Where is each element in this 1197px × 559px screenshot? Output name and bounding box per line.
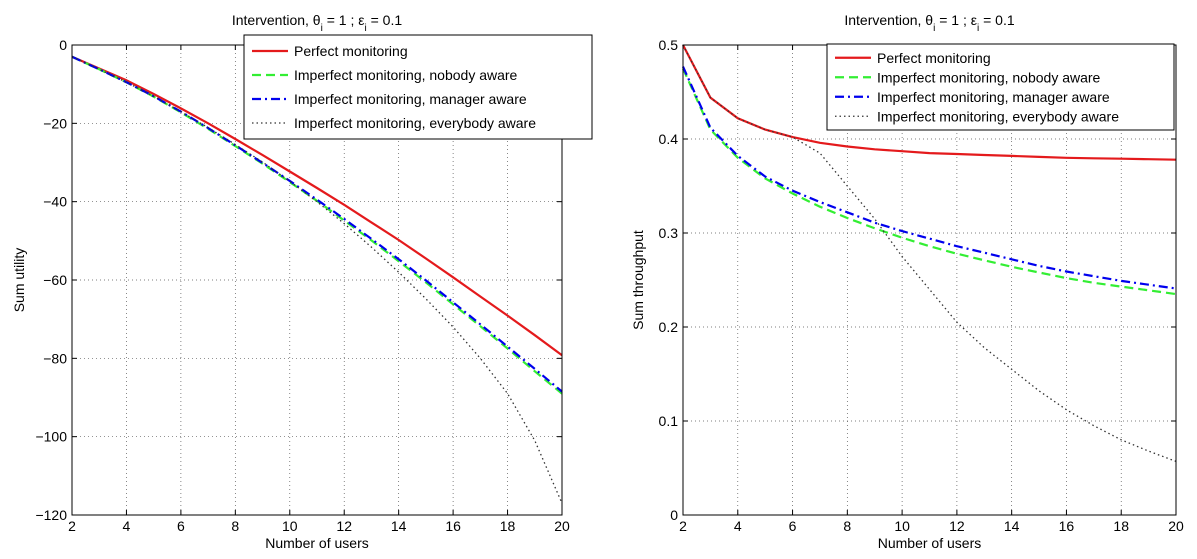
legend: Perfect monitoring Imperfect monitoring, … <box>826 43 1175 131</box>
y-tick-label: −120 <box>35 507 67 523</box>
y-tick-label: −60 <box>43 272 67 288</box>
y-axis-label: Sum utility <box>11 248 27 313</box>
series-line-3 <box>681 66 1177 290</box>
legend-label-3: Imperfect monitoring, manager aware <box>877 89 1110 105</box>
x-tick-label: 14 <box>1004 518 1020 534</box>
series-line-1 <box>682 44 1177 161</box>
x-tick-label: 20 <box>1168 518 1184 534</box>
x-tick-label: 8 <box>843 518 851 534</box>
y-tick-label: 0 <box>670 507 678 523</box>
chart-1: 2 4 6 8 10 12 14 16 18 20 0 −20 −40 −60 −80 −100 −120 Num… <box>11 12 593 551</box>
y-tick-label: 0.1 <box>659 413 679 429</box>
legend-label-4: Imperfect monitoring, everybody aware <box>877 108 1119 124</box>
x-tick-label: 10 <box>894 518 910 534</box>
x-tick-label: 12 <box>949 518 965 534</box>
legend-label-4: Imperfect monitoring, everybody aware <box>294 115 536 131</box>
series-line-2 <box>681 68 1177 296</box>
x-tick-label: 16 <box>1059 518 1075 534</box>
legend-label-1: Perfect monitoring <box>877 50 991 66</box>
x-tick-label: 8 <box>231 518 239 534</box>
chart-2: 2 4 6 8 10 12 14 16 18 20 0 0.1 0.2 0.3 0.4 0.5 Number o… <box>630 12 1184 551</box>
y-tick-label: −80 <box>43 350 67 366</box>
y-tick-label: 0.5 <box>659 37 679 53</box>
chart-title: Intervention, θi = 1 ; εi = 0.1 <box>844 12 1014 34</box>
x-axis-label: Number of users <box>878 535 981 551</box>
legend-box <box>243 34 593 140</box>
series-line-4 <box>71 56 563 504</box>
y-tick-label: 0.2 <box>659 319 679 335</box>
legend: Perfect monitoring Imperfect monitoring, … <box>243 34 593 140</box>
x-tick-label: 2 <box>68 518 76 534</box>
y-tick-label: −100 <box>35 429 67 445</box>
legend-label-2: Imperfect monitoring, nobody aware <box>877 69 1101 85</box>
legend-label-2: Imperfect monitoring, nobody aware <box>294 67 518 83</box>
x-tick-label: 6 <box>177 518 185 534</box>
x-tick-label: 18 <box>500 518 516 534</box>
legend-label-1: Perfect monitoring <box>294 43 408 59</box>
x-tick-label: 18 <box>1113 518 1129 534</box>
x-tick-label: 12 <box>336 518 352 534</box>
x-tick-label: 4 <box>123 518 131 534</box>
x-tick-label: 20 <box>554 518 570 534</box>
x-tick-label: 10 <box>282 518 298 534</box>
y-tick-label: 0 <box>59 37 67 53</box>
legend-box <box>826 43 1175 131</box>
x-tick-label: 14 <box>391 518 407 534</box>
x-tick-label: 4 <box>734 518 742 534</box>
y-axis-label: Sum throughput <box>630 230 646 330</box>
chart-title: Intervention, θi = 1 ; εi = 0.1 <box>232 12 402 34</box>
series-line-1 <box>71 55 563 357</box>
x-axis-label: Number of users <box>265 535 368 551</box>
y-tick-label: 0.4 <box>659 131 679 147</box>
y-tick-label: −40 <box>43 194 67 210</box>
x-tick-label: 16 <box>445 518 461 534</box>
legend-label-3: Imperfect monitoring, manager aware <box>294 91 527 107</box>
x-tick-label: 6 <box>789 518 797 534</box>
x-tick-label: 2 <box>679 518 687 534</box>
y-tick-label: −20 <box>43 115 67 131</box>
y-tick-label: 0.3 <box>659 225 679 241</box>
